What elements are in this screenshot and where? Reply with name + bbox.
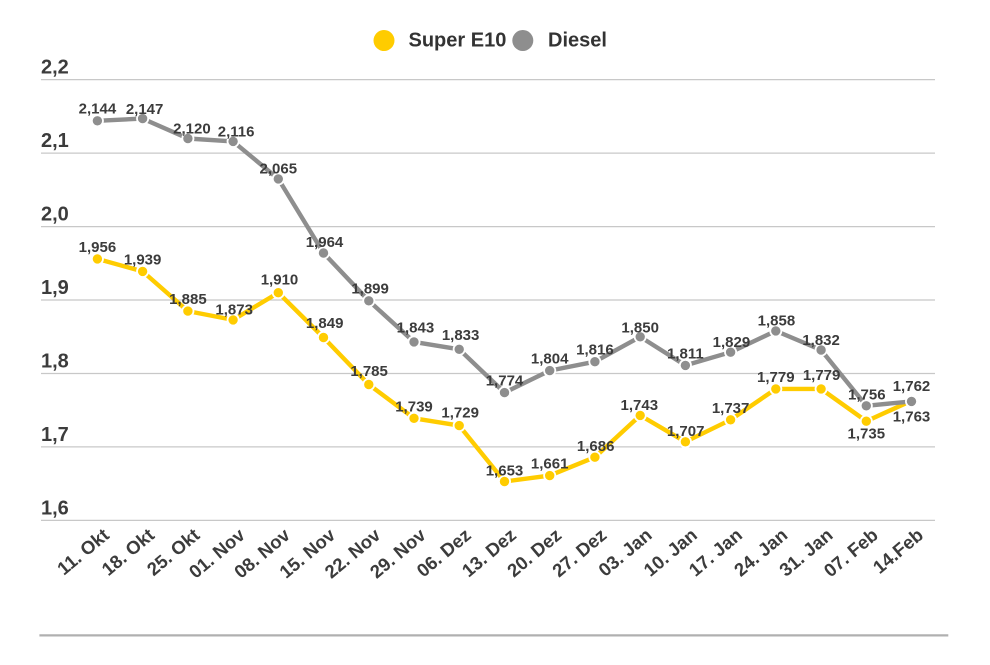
svg-text:1,739: 1,739 [395, 398, 433, 415]
svg-text:1,964: 1,964 [306, 234, 344, 251]
svg-text:1,910: 1,910 [261, 272, 299, 289]
svg-text:1,735: 1,735 [848, 426, 886, 443]
svg-text:1,833: 1,833 [442, 327, 480, 344]
svg-text:1,7: 1,7 [41, 424, 69, 446]
svg-text:1,653: 1,653 [486, 463, 524, 480]
svg-text:1,779: 1,779 [803, 367, 841, 384]
svg-text:1,885: 1,885 [169, 291, 207, 308]
svg-text:1,956: 1,956 [79, 239, 117, 256]
svg-text:1,686: 1,686 [577, 438, 615, 455]
svg-text:1,858: 1,858 [758, 312, 796, 329]
svg-text:1,873: 1,873 [215, 301, 253, 318]
svg-text:1,899: 1,899 [351, 281, 389, 298]
svg-text:1,6: 1,6 [41, 498, 69, 520]
svg-text:2,2: 2,2 [41, 57, 69, 79]
svg-text:1,843: 1,843 [397, 319, 435, 336]
svg-text:1,832: 1,832 [802, 332, 840, 349]
svg-text:2,0: 2,0 [41, 204, 69, 226]
svg-text:2,116: 2,116 [218, 124, 255, 141]
svg-text:1,8: 1,8 [41, 351, 69, 373]
svg-text:1,743: 1,743 [621, 397, 659, 414]
svg-text:1,850: 1,850 [621, 319, 659, 336]
svg-text:1,849: 1,849 [306, 315, 344, 332]
svg-text:1,774: 1,774 [486, 373, 524, 390]
svg-text:1,939: 1,939 [124, 251, 162, 268]
svg-text:2,065: 2,065 [260, 161, 298, 178]
svg-text:1,737: 1,737 [712, 400, 750, 417]
svg-text:1,707: 1,707 [667, 423, 705, 440]
svg-text:1,804: 1,804 [531, 351, 569, 368]
svg-text:1,816: 1,816 [576, 342, 614, 359]
svg-text:2,1: 2,1 [41, 130, 69, 152]
svg-text:2,147: 2,147 [126, 101, 164, 118]
svg-text:1,779: 1,779 [757, 369, 795, 386]
svg-text:1,762: 1,762 [893, 378, 931, 395]
svg-text:2,120: 2,120 [173, 120, 211, 137]
svg-text:Super E10: Super E10 [409, 30, 507, 52]
svg-text:2,144: 2,144 [79, 100, 117, 117]
svg-text:Diesel: Diesel [548, 30, 607, 52]
svg-text:1,756: 1,756 [848, 386, 886, 403]
svg-text:1,729: 1,729 [441, 405, 479, 422]
svg-text:1,661: 1,661 [531, 456, 569, 473]
svg-text:1,9: 1,9 [41, 277, 69, 299]
svg-text:1,811: 1,811 [667, 345, 704, 362]
svg-text:1,785: 1,785 [350, 363, 388, 380]
svg-text:1,763: 1,763 [893, 409, 931, 426]
svg-text:1,829: 1,829 [713, 334, 751, 351]
